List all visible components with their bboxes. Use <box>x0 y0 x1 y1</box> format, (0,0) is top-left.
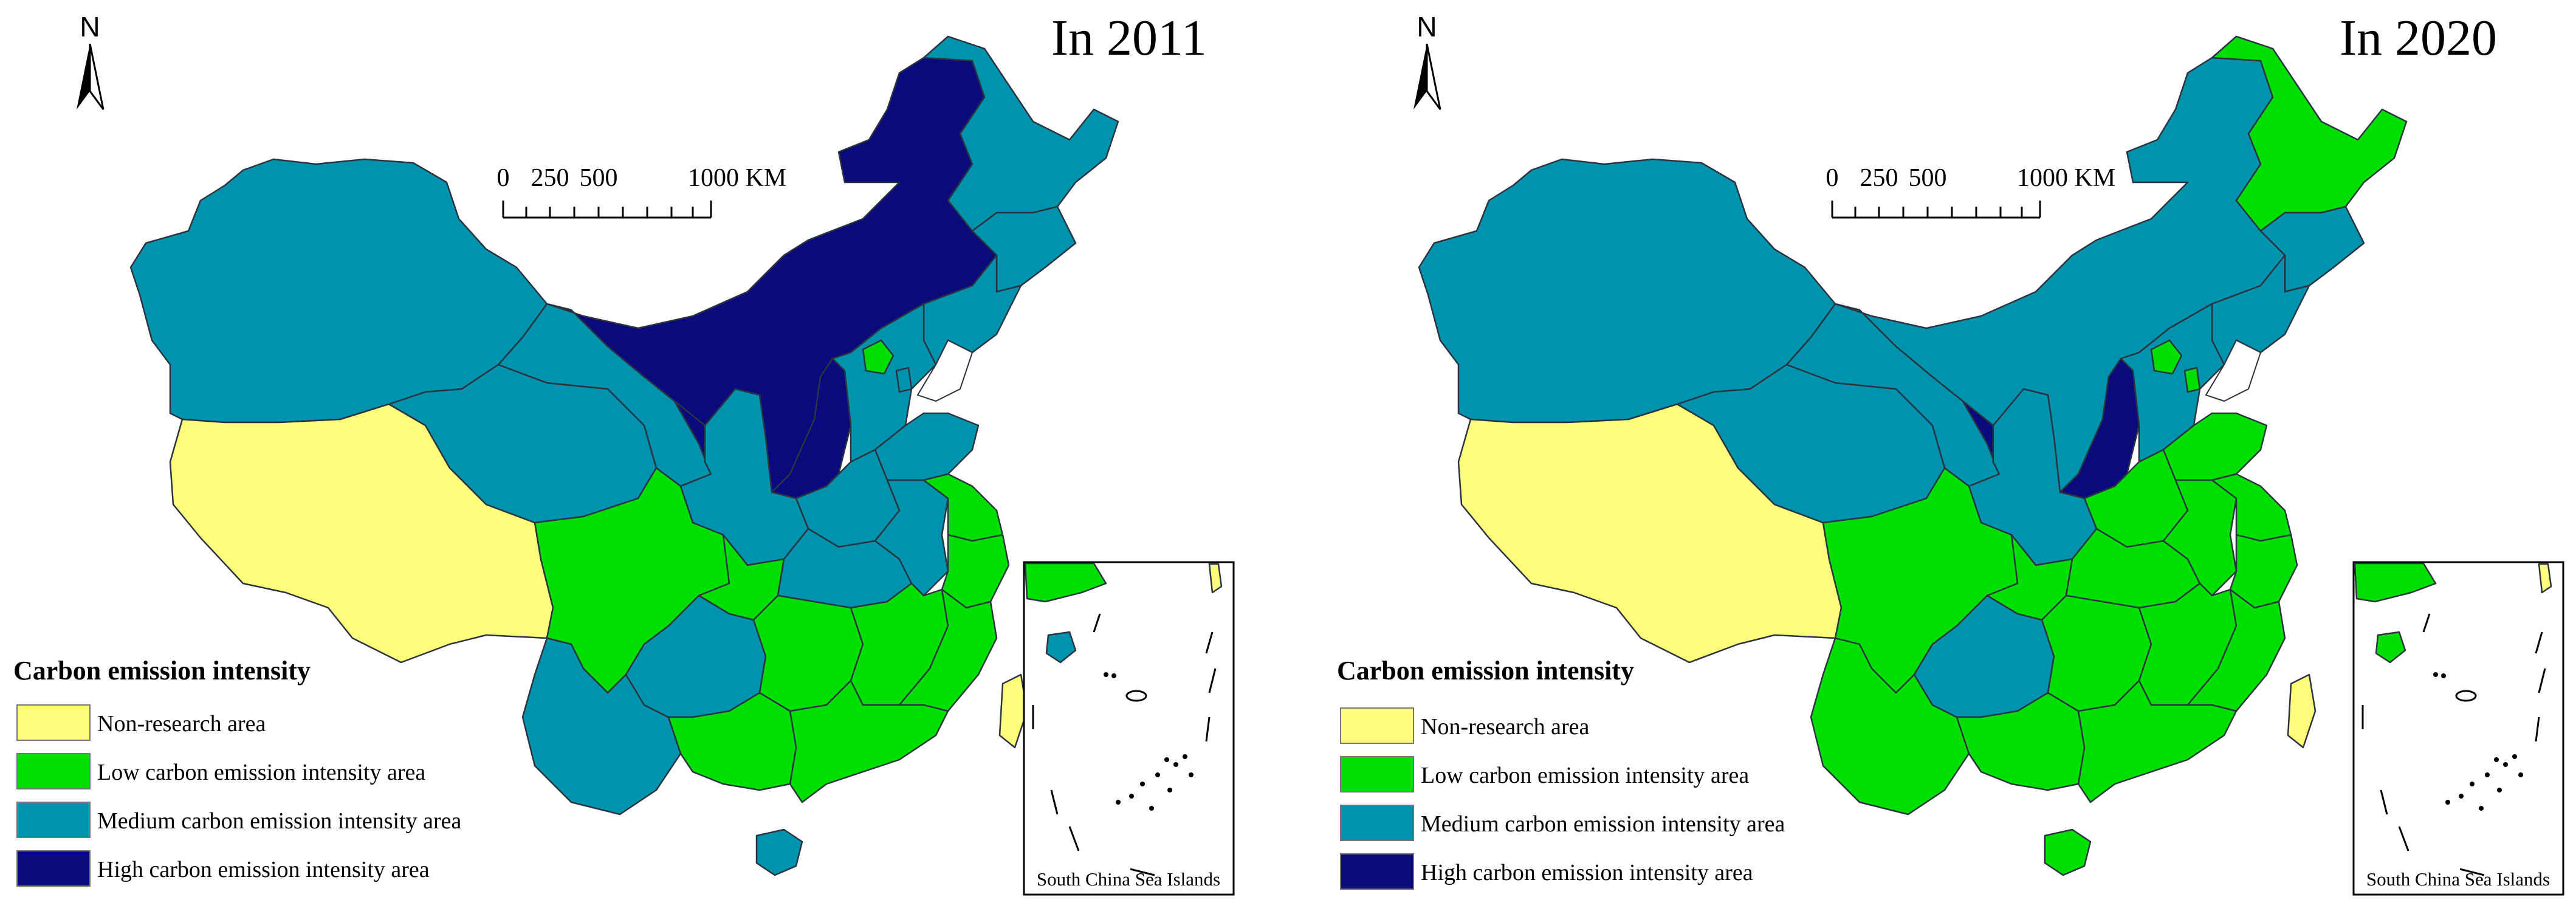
region-hainan <box>755 828 803 876</box>
north-arrow-icon-outline <box>89 43 105 110</box>
north-arrow-icon <box>1413 44 1427 109</box>
legend-swatch-low <box>1340 756 1414 792</box>
inset-hainan <box>2375 631 2406 664</box>
region-guangdong <box>789 679 949 803</box>
inset-islands <box>2433 672 2523 811</box>
legend-swatch-non-research <box>16 704 91 741</box>
region-taiwan <box>2287 673 2317 749</box>
region-tianjin <box>2183 366 2201 393</box>
scale-tick-1000: 1000 KM <box>2017 164 2115 192</box>
nine-dash-line <box>2361 613 2546 876</box>
map-title: In 2011 <box>1051 10 1207 66</box>
inset-caption: South China Sea Islands <box>2366 868 2550 890</box>
legend-label-non-research: Non-research area <box>97 711 266 737</box>
region-taiwan <box>998 673 1028 749</box>
legend-title: Carbon emission intensity <box>13 656 311 686</box>
map-panel-2020: In 2020 N 0 250 500 1000 KM <box>1288 0 2576 911</box>
region-guangxi <box>667 692 797 791</box>
legend-swatch-low <box>16 753 91 789</box>
inset-mainland <box>2354 562 2437 603</box>
scale-tick-250: 250 <box>1860 164 1898 192</box>
south-china-sea-inset: South China Sea Islands <box>2352 561 2564 896</box>
map-title: In 2020 <box>2340 10 2497 66</box>
inset-taiwan <box>1208 563 1223 594</box>
legend-label-high: High carbon emission intensity area <box>97 857 430 882</box>
north-arrow: N <box>77 11 105 110</box>
legend-swatch-high <box>16 850 91 887</box>
legend-label-low: Low carbon emission intensity area <box>97 760 425 785</box>
legend-label-medium: Medium carbon emission intensity area <box>97 808 462 834</box>
inset-hainan <box>1045 631 1077 664</box>
region-guangxi <box>1956 692 2086 791</box>
legend-label-medium: Medium carbon emission intensity area <box>1421 811 1785 837</box>
bohai-sea <box>916 339 974 402</box>
scale-tick-0: 0 <box>1826 164 1839 192</box>
legend-swatch-high <box>1340 853 1414 890</box>
legend-label-non-research: Non-research area <box>1421 714 1590 740</box>
legend: Carbon emission intensity Non-research a… <box>13 656 462 887</box>
scale-tick-500: 500 <box>580 164 618 192</box>
legend-label-low: Low carbon emission intensity area <box>1421 763 1749 788</box>
legend-label-high: High carbon emission intensity area <box>1421 860 1753 885</box>
region-tianjin <box>895 366 913 393</box>
region-beijing <box>862 339 895 375</box>
scale-tick-1000: 1000 KM <box>688 164 786 192</box>
region-hainan <box>2044 828 2092 876</box>
north-label: N <box>1417 11 1437 43</box>
scale-tick-500: 500 <box>1909 164 1947 192</box>
region-heilongjiang <box>2211 35 2408 232</box>
region-heilongjiang <box>922 35 1119 232</box>
north-arrow-icon <box>77 44 90 109</box>
scale-bar: 0 250 500 1000 KM <box>497 164 786 219</box>
inset-mainland <box>1024 562 1107 603</box>
legend-swatch-non-research <box>1340 707 1414 744</box>
region-anhui <box>874 479 949 597</box>
inset-taiwan <box>2538 563 2552 594</box>
map-panel-2011: In 2011 N 0 250 500 1000 KM <box>13 10 1235 896</box>
nine-dash-line <box>1032 613 1217 876</box>
south-china-sea-inset: South China Sea Islands <box>1023 561 1235 896</box>
scale-tick-0: 0 <box>497 164 510 192</box>
bohai-sea <box>2205 339 2262 402</box>
region-guangdong <box>2077 679 2238 803</box>
north-label: N <box>80 11 100 43</box>
region-anhui <box>2162 479 2238 597</box>
inset-islands <box>1104 672 1194 811</box>
scale-tick-250: 250 <box>531 164 569 192</box>
legend-swatch-medium <box>16 802 91 838</box>
legend: Carbon emission intensity Non-research a… <box>1337 656 1785 890</box>
inset-caption: South China Sea Islands <box>1037 868 1220 890</box>
north-arrow: N <box>1413 11 1441 110</box>
legend-title: Carbon emission intensity <box>1337 656 1634 686</box>
region-beijing <box>2150 339 2183 375</box>
scale-bar: 0 250 500 1000 KM <box>1826 164 2115 219</box>
legend-swatch-medium <box>1340 805 1414 841</box>
north-arrow-icon-outline <box>1426 43 1441 110</box>
china-map-2011: In 2011 N 0 250 500 1000 KM <box>13 10 1235 896</box>
china-map-2020: In 2020 N 0 250 500 1000 KM <box>1337 10 2564 896</box>
